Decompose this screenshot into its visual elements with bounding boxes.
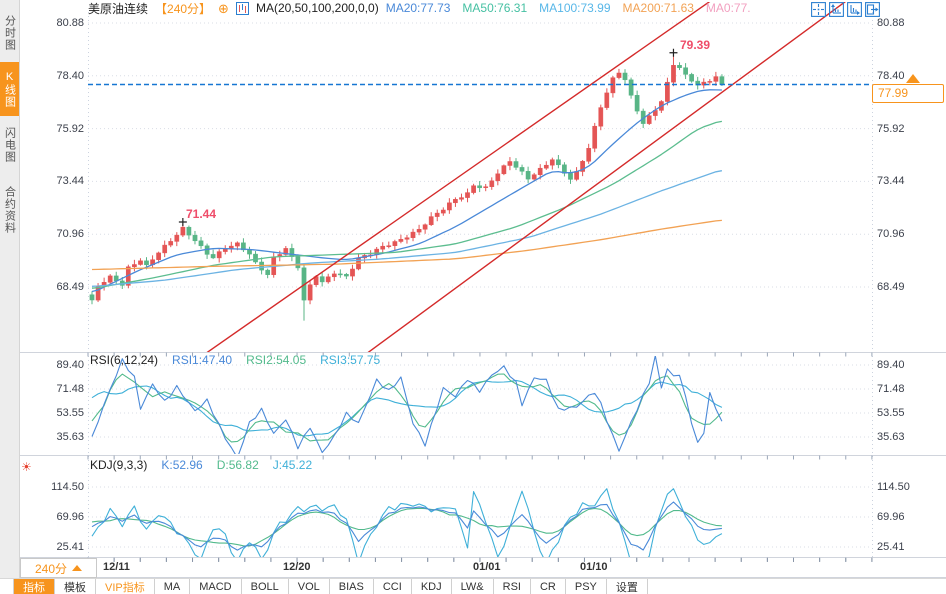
date-label: 01/01 [473,561,501,573]
kdj-title: KDJ(9,3,3) [90,458,148,472]
toolbar-item-kdj[interactable]: KDJ [412,579,452,594]
price-axis-tick: 68.49 [877,281,905,293]
price-axis-tick: 80.88 [56,17,84,29]
pivot-high-annotation: 71.44 [186,207,217,221]
kdj-axis-tick: 25.41 [877,541,905,553]
add-indicator-icon[interactable]: ⊕ [218,0,229,16]
sidebar-tab-lightning[interactable]: 闪电图 [0,118,19,172]
price-axis-tick: 78.40 [877,69,905,82]
kdj-axis-tick: 114.50 [51,481,84,493]
kdj-pane-header: KDJ(9,3,3) K:52.96 D:56.82 J:45.22 [90,458,312,472]
period-label: 【240分】 [155,1,212,16]
rsi-axis-tick: 53.55 [56,407,84,419]
rsi-axis-tick: 35.63 [877,431,905,443]
chart-tool-icons [811,2,880,17]
ma-values-group: MA20:77.73 MA50:76.31 MA100:73.99 MA200:71.… [386,1,751,15]
ma-value: MA200:71.63 [622,1,694,15]
price-axis-tick: 75.92 [877,122,905,135]
price-axis-tick: 73.44 [56,175,84,188]
sidebar-tab-kline[interactable]: K线图 [0,62,19,116]
toolbar-item-lw[interactable]: LW& [452,579,494,594]
sidebar-tab-contract-info[interactable]: 合约资料 [0,174,19,246]
toolbar-item-psy[interactable]: PSY [566,579,607,594]
ma-formula: MA(20,50,100,200,0,0) [255,1,379,15]
kdj-value: D:56.82 [216,458,259,472]
rsi-value: RSI3:57.75 [320,353,381,367]
toolbar-item-cr[interactable]: CR [531,579,566,594]
date-label: 01/10 [580,561,608,573]
sidebar-tab-timeshare[interactable]: 分时图 [0,6,19,60]
price-axis-tick: 80.88 [877,17,905,29]
fit-x-axis-icon[interactable] [847,2,862,17]
date-label: 12/11 [103,561,130,573]
ma-value: MA20:77.73 [385,1,451,15]
price-axis-tick: 70.96 [877,228,905,241]
toolbar-item-bias[interactable]: BIAS [330,579,374,594]
kdj-axis-tick: 114.50 [877,481,910,493]
toolbar-lead-cell [0,579,14,594]
toolbar-item-settings[interactable]: 设置 [607,579,648,594]
ma-value: MA50:76.31 [462,1,528,15]
toolbar-item-rsi[interactable]: RSI [494,579,531,594]
rsi-axis-tick: 89.40 [877,359,905,371]
symbol-title: 美原油连续 [88,1,149,16]
price-axis-tick: 78.40 [56,69,84,82]
rsi-value: RSI1:47.40 [172,353,233,367]
fit-y-axis-icon[interactable] [829,2,844,17]
rsi-axis-tick: 35.63 [56,431,84,443]
period-up-arrow-icon [72,565,83,571]
toolbar-item-indicator[interactable]: 指标 [14,579,55,594]
rsi-pane-header: RSI(6,12,24) RSI1:47.40 RSI2:54.05 RSI3:57… [90,353,380,367]
rsi-title: RSI(6,12,24) [90,353,159,367]
toolbar-item-boll[interactable]: BOLL [242,579,289,594]
toolbar-item-vol[interactable]: VOL [289,579,330,594]
date-label: 12/20 [283,561,311,573]
rsi-axis-tick: 71.48 [877,383,905,395]
rsi-axis-tick: 71.48 [56,383,84,395]
price-axis-tick: 73.44 [877,175,905,188]
kdj-value: K:52.96 [161,458,203,472]
left-sidebar: 分时图 K线图闪电图合约资料 [0,0,20,594]
kdj-values-group: K:52.96 D:56.82 J:45.22 [161,458,312,472]
high-annotation: 79.39 [680,38,711,52]
kdj-axis-tick: 69.96 [56,511,84,523]
toolbar-item-cci[interactable]: CCI [374,579,412,594]
current-price-tag: 77.99 [872,84,944,103]
kline-mini-icon [235,1,249,15]
ma-value: MA100:73.99 [539,1,611,15]
price-axis-tick: 70.96 [56,228,84,241]
ma-value: MA0:77. [705,1,751,15]
exit-screen-icon[interactable] [865,2,880,17]
chart-header: 美原油连续 【240分】 ⊕ MA(20,50,100,200,0,0) MA2… [88,0,751,16]
toolbar-item-ma[interactable]: MA [155,579,191,594]
toolbar-item-vip-indicator[interactable]: VIP指标 [96,579,155,594]
price-up-arrow [906,74,920,83]
rsi-values-group: RSI1:47.40 RSI2:54.05 RSI3:57.75 [172,353,380,367]
brightness-icon[interactable]: ☀ [21,460,32,474]
kdj-value: J:45.22 [272,458,313,472]
rsi-axis-tick: 89.40 [56,359,84,371]
period-selector-button[interactable]: 240分 [20,558,97,578]
price-axis-tick: 75.92 [56,122,84,135]
toolbar-item-macd[interactable]: MACD [190,579,242,594]
kdj-axis-tick: 69.96 [877,511,905,523]
toolbar-spacer [648,579,946,594]
price-axis-tick: 68.49 [56,281,84,293]
bottom-toolbar: 指标 模板 VIP指标 MA MACD BOLL VOL BIAS CCI KDJ LW& RSI CR… [0,578,946,594]
rsi-value: RSI2:54.05 [246,353,307,367]
crosshair-icon[interactable] [811,2,826,17]
toolbar-item-template[interactable]: 模板 [55,579,96,594]
kdj-axis-tick: 25.41 [56,541,84,553]
rsi-axis-tick: 53.55 [877,407,905,419]
period-selector-label: 240分 [34,561,68,576]
